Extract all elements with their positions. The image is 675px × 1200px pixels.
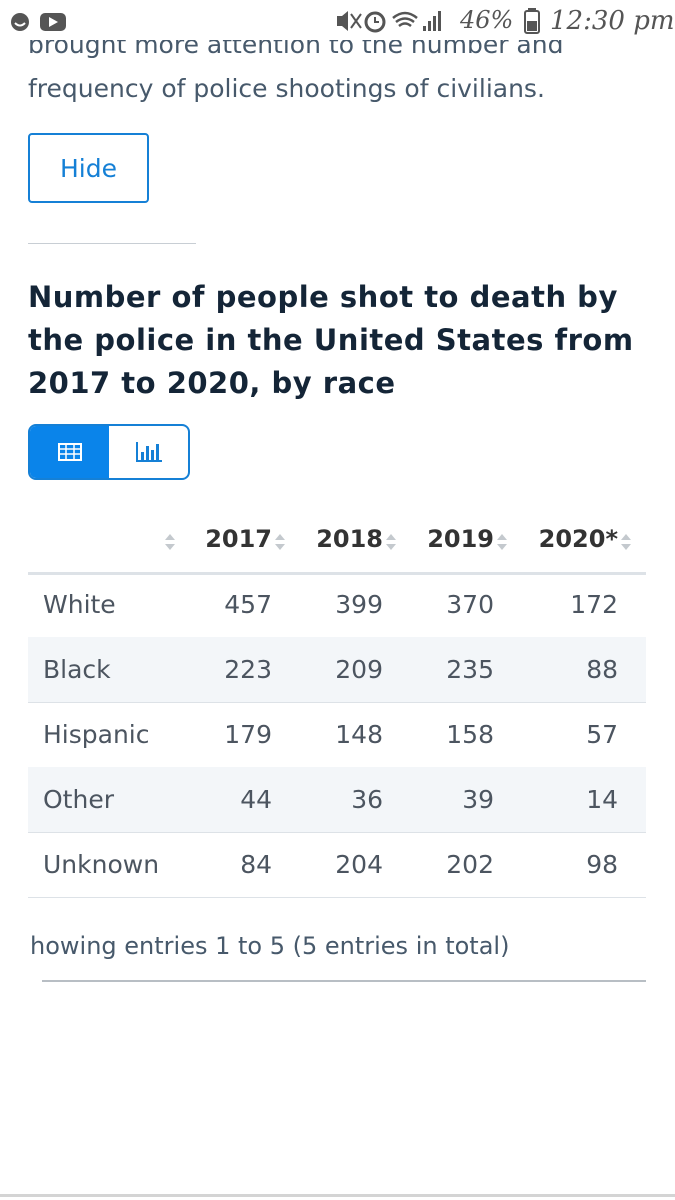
table-cell: 98 xyxy=(586,850,618,879)
column-header: 2017 xyxy=(205,525,272,553)
row-label: Unknown xyxy=(43,850,160,879)
table-cell: 370 xyxy=(446,590,494,619)
table-cell: 14 xyxy=(586,785,618,814)
table-cell: 457 xyxy=(224,590,272,619)
table-row: Other 44 36 39 14 xyxy=(28,767,646,833)
battery-percent: 46% xyxy=(460,6,514,34)
table-row: Hispanic 179 148 158 57 xyxy=(28,702,646,768)
table-cell: 202 xyxy=(446,850,494,879)
table-cell: 399 xyxy=(335,590,383,619)
row-label: White xyxy=(43,590,116,619)
battery-icon xyxy=(524,8,540,34)
table-icon xyxy=(58,443,82,461)
status-icons-right xyxy=(337,11,441,33)
table-cell: 36 xyxy=(351,785,383,814)
table-cell: 158 xyxy=(446,720,494,749)
status-icons-left xyxy=(11,13,66,31)
table-cell: 148 xyxy=(335,720,383,749)
view-toggle xyxy=(28,424,190,480)
column-header: 2018 xyxy=(316,525,383,553)
table-cell: 172 xyxy=(570,590,618,619)
table-info: howing entries 1 to 5 (5 entries in tota… xyxy=(30,932,510,960)
chart-view-button[interactable] xyxy=(109,426,188,478)
column-header: 2020* xyxy=(538,525,618,553)
table-cell: 88 xyxy=(586,655,618,684)
bottom-edge xyxy=(0,1194,675,1197)
table-cell: 204 xyxy=(335,850,383,879)
table-cell: 209 xyxy=(335,655,383,684)
header-row: 2017 2018 2019 2020* xyxy=(28,507,646,575)
sort-arrows[interactable] xyxy=(164,532,176,552)
separator xyxy=(28,243,196,244)
sort-arrows[interactable] xyxy=(620,532,632,552)
table-cell: 44 xyxy=(240,785,272,814)
table-cell: 179 xyxy=(224,720,272,749)
table-cell: 57 xyxy=(586,720,618,749)
table-row: Black 223 209 235 88 xyxy=(28,637,646,703)
sort-arrows[interactable] xyxy=(385,532,397,552)
chart-icon xyxy=(136,442,162,462)
sort-arrows[interactable] xyxy=(496,532,508,552)
article-text: frequency of police shootings of civilia… xyxy=(28,74,545,103)
table-cell: 39 xyxy=(462,785,494,814)
clock: 12:30 pm xyxy=(550,6,675,36)
row-label: Black xyxy=(43,655,111,684)
statistic-title: Number of people shot to death by the po… xyxy=(28,280,634,400)
table-cell: 84 xyxy=(240,850,272,879)
row-label: Hispanic xyxy=(43,720,150,749)
hide-button[interactable]: Hide xyxy=(28,133,149,203)
sort-arrows[interactable] xyxy=(274,532,286,552)
column-header: 2019 xyxy=(427,525,494,553)
status-bar: 46% 12:30 pm xyxy=(0,0,675,40)
table-cell: 223 xyxy=(224,655,272,684)
table-row: White 457 399 370 172 xyxy=(28,572,646,638)
table-row: Unknown 84 204 202 98 xyxy=(28,832,646,898)
row-label: Other xyxy=(43,785,114,814)
divider xyxy=(42,980,646,982)
table-cell: 235 xyxy=(446,655,494,684)
table-view-button[interactable] xyxy=(30,426,109,478)
